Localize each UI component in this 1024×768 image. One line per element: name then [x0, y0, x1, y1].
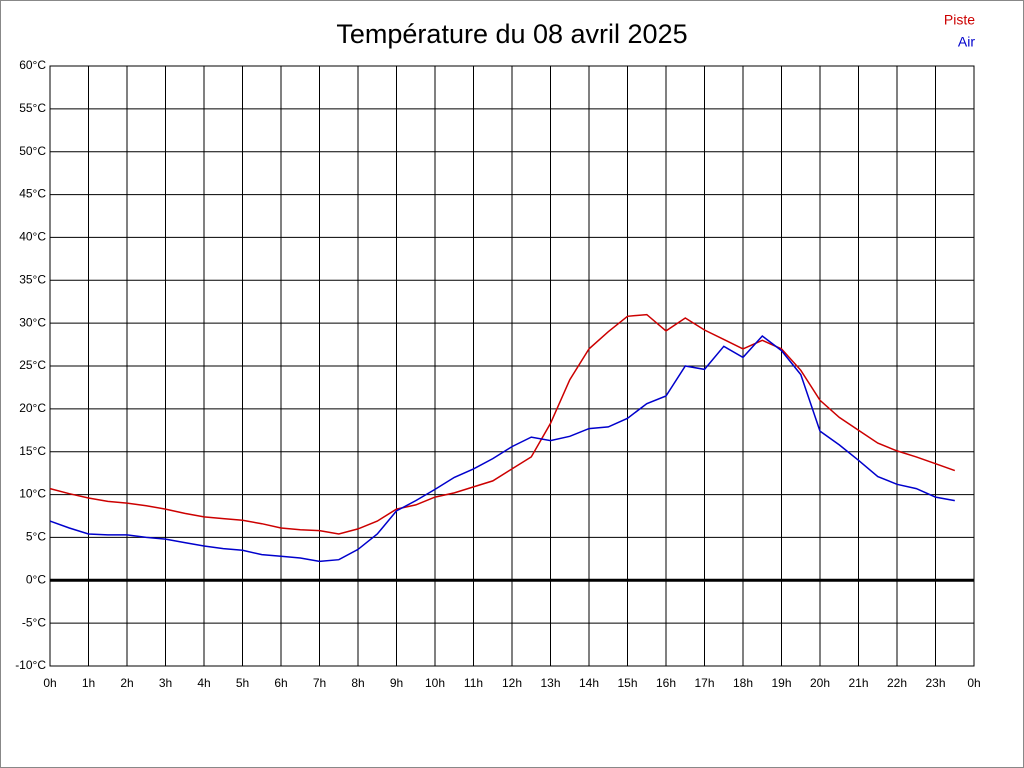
- x-tick-label: 19h: [771, 676, 791, 690]
- y-tick-label: 50°C: [19, 144, 46, 158]
- y-tick-label: 60°C: [19, 58, 46, 72]
- y-tick-label: 15°C: [19, 444, 46, 458]
- x-tick-label: 3h: [159, 676, 172, 690]
- y-tick-label: 45°C: [19, 187, 46, 201]
- y-tick-label: 0°C: [26, 572, 46, 586]
- x-tick-label: 5h: [236, 676, 249, 690]
- x-tick-label: 13h: [540, 676, 560, 690]
- x-tick-label: 17h: [694, 676, 714, 690]
- y-tick-label: 25°C: [19, 358, 46, 372]
- x-tick-label: 14h: [579, 676, 599, 690]
- x-tick-label: 10h: [425, 676, 445, 690]
- y-tick-label: 10°C: [19, 487, 46, 501]
- y-tick-label: 35°C: [19, 272, 46, 286]
- y-tick-label: 40°C: [19, 230, 46, 244]
- x-tick-label: 22h: [887, 676, 907, 690]
- chart-title: Température du 08 avril 2025: [336, 19, 687, 49]
- series-line: [49, 313, 956, 535]
- x-tick-label: 12h: [502, 676, 522, 690]
- x-tick-label: 23h: [925, 676, 945, 690]
- x-tick-label: 15h: [617, 676, 637, 690]
- x-tick-label: 21h: [848, 676, 868, 690]
- legend-entry: Air: [958, 34, 975, 50]
- x-tick-label: 1h: [82, 676, 95, 690]
- legend-entry: Piste: [944, 12, 975, 28]
- x-tick-label: 4h: [197, 676, 210, 690]
- series-line: [49, 334, 955, 563]
- y-tick-label: 20°C: [19, 401, 46, 415]
- x-tick-label: 9h: [390, 676, 403, 690]
- y-tick-label: -10°C: [15, 658, 46, 672]
- y-tick-label: 55°C: [19, 101, 46, 115]
- x-tick-label: 0h: [43, 676, 56, 690]
- x-tick-label: 8h: [351, 676, 364, 690]
- x-tick-label: 2h: [120, 676, 133, 690]
- y-tick-label: 5°C: [26, 530, 46, 544]
- y-tick-label: -5°C: [22, 615, 46, 629]
- x-tick-label: 20h: [810, 676, 830, 690]
- x-tick-label: 16h: [656, 676, 676, 690]
- x-tick-label: 0h: [967, 676, 980, 690]
- x-tick-label: 7h: [313, 676, 326, 690]
- x-tick-label: 11h: [464, 676, 483, 690]
- x-tick-label: 18h: [733, 676, 753, 690]
- y-tick-label: 30°C: [19, 315, 46, 329]
- x-tick-label: 6h: [274, 676, 287, 690]
